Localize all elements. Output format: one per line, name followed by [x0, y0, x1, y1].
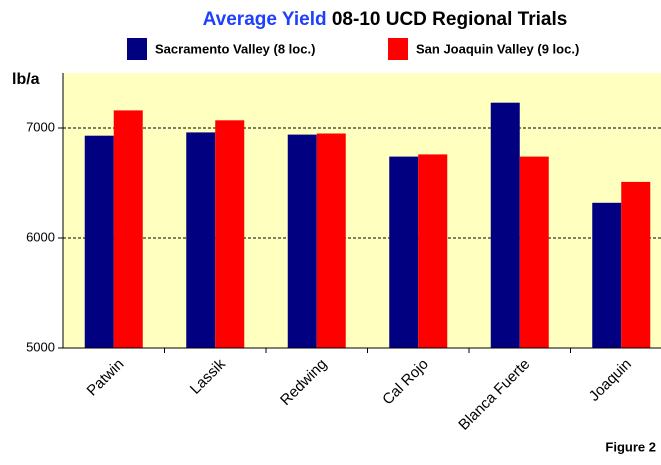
x-tick-label: Cal Rojo	[379, 356, 432, 409]
title-rest: 08-10 UCD Regional Trials	[332, 9, 567, 30]
chart-title: Average Yield 08-10 UCD Regional Trials	[203, 9, 568, 30]
bar	[490, 102, 520, 348]
bar	[215, 120, 245, 348]
legend-swatch	[127, 38, 147, 60]
bar	[113, 110, 143, 349]
annotation: Figure 2	[605, 439, 656, 454]
bar	[389, 156, 419, 348]
y-tick-label: 6000	[26, 229, 55, 244]
bar	[84, 135, 114, 348]
title-highlight: Average Yield	[203, 9, 327, 30]
bar	[621, 181, 651, 348]
bar	[519, 156, 549, 348]
x-tick-label: Lassik	[187, 355, 229, 397]
x-tick-label: Patwin	[84, 356, 128, 400]
y-tick-label: 7000	[26, 119, 55, 134]
bar	[592, 202, 622, 348]
x-tick-label: Joaquin	[586, 356, 635, 405]
x-tick-label: Redwing	[277, 356, 330, 409]
x-tick-label: Blanca Fuerte	[455, 356, 533, 434]
legend-swatch	[388, 38, 408, 60]
legend-label: San Joaquin Valley (9 loc.)	[416, 41, 579, 56]
y-tick-label: 5000	[26, 339, 55, 354]
bar	[418, 154, 448, 348]
legend-label: Sacramento Valley (8 loc.)	[155, 41, 315, 56]
bar	[316, 133, 346, 348]
bar	[186, 132, 216, 348]
plot-area	[63, 73, 661, 348]
bar	[287, 134, 317, 348]
y-axis-label: lb/a	[12, 71, 40, 88]
